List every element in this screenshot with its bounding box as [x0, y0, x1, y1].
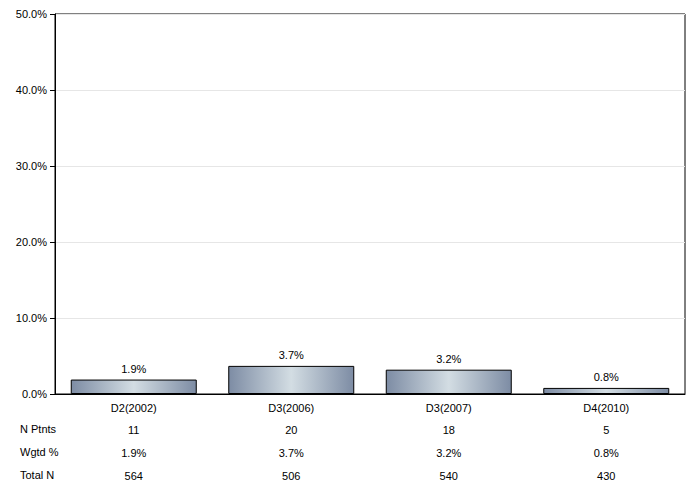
svg-text:1.9%: 1.9% [121, 447, 146, 459]
svg-text:506: 506 [282, 470, 300, 482]
svg-text:30.0%: 30.0% [16, 160, 47, 172]
svg-text:18: 18 [443, 424, 455, 436]
svg-text:20: 20 [285, 424, 297, 436]
svg-text:5: 5 [603, 424, 609, 436]
svg-text:3.2%: 3.2% [436, 353, 461, 365]
svg-text:40.0%: 40.0% [16, 84, 47, 96]
svg-text:0.0%: 0.0% [22, 388, 47, 400]
svg-text:Total N: Total N [20, 469, 54, 481]
svg-text:430: 430 [597, 470, 615, 482]
svg-text:564: 564 [125, 470, 143, 482]
svg-text:0.8%: 0.8% [594, 371, 619, 383]
svg-text:D3(2007): D3(2007) [426, 402, 472, 414]
svg-text:1.9%: 1.9% [121, 363, 146, 375]
svg-text:D2(2002): D2(2002) [111, 402, 157, 414]
svg-text:3.7%: 3.7% [279, 447, 304, 459]
svg-text:N Ptnts: N Ptnts [20, 423, 57, 435]
svg-text:3.2%: 3.2% [436, 447, 461, 459]
svg-text:0.8%: 0.8% [594, 447, 619, 459]
svg-text:11: 11 [128, 424, 139, 436]
svg-text:10.0%: 10.0% [16, 312, 47, 324]
svg-text:D4(2010): D4(2010) [583, 402, 629, 414]
svg-text:Wgtd %: Wgtd % [20, 446, 59, 458]
svg-text:50.0%: 50.0% [16, 8, 47, 20]
svg-text:3.7%: 3.7% [279, 349, 304, 361]
svg-text:20.0%: 20.0% [16, 236, 47, 248]
svg-text:D3(2006): D3(2006) [268, 402, 314, 414]
svg-text:540: 540 [440, 470, 458, 482]
